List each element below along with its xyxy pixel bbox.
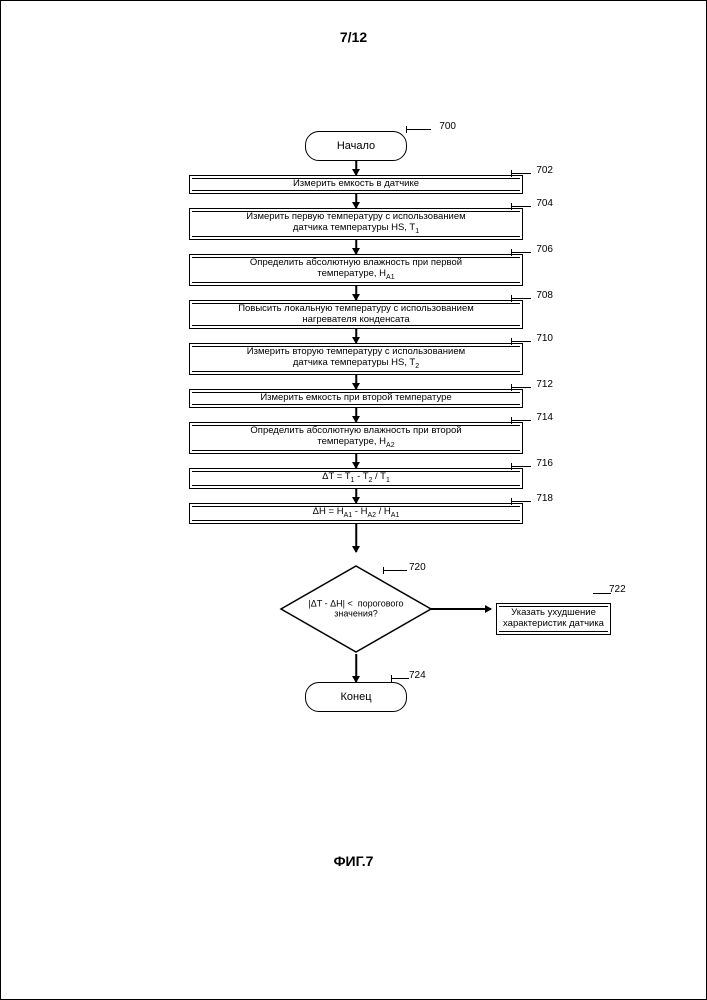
ref-line	[511, 501, 531, 502]
ref-label: 716	[536, 458, 553, 469]
arrow-icon	[141, 161, 571, 175]
ref-label: 702	[536, 165, 553, 176]
start-terminator: Начало	[305, 131, 407, 161]
ref-label: 712	[536, 379, 553, 390]
ref-line	[511, 341, 531, 342]
ref-line	[511, 298, 531, 299]
step-706: Определить абсолютную влажность при перв…	[141, 254, 571, 286]
step-text: Измерить первую температуру с использова…	[246, 211, 465, 233]
step-text: Определить абсолютную влажность при втор…	[250, 425, 461, 447]
arrow-icon	[141, 489, 571, 503]
arrow-icon	[141, 524, 571, 552]
ref-label: 718	[536, 493, 553, 504]
step-712: Измерить емкость при второй температуре …	[141, 389, 571, 408]
process-box: Определить абсолютную влажность при перв…	[189, 254, 523, 286]
process-box: Измерить емкость в датчике	[189, 175, 523, 194]
arrow-icon	[141, 286, 571, 300]
ref-722: 722	[609, 584, 626, 595]
process-box: Измерить емкость при второй температуре	[189, 389, 523, 408]
arrow-icon	[141, 194, 571, 208]
ref-line	[511, 466, 531, 467]
ref-label: 706	[536, 244, 553, 255]
page: 7/12 Начало 700 Измерить емкость в датчи…	[0, 0, 707, 1000]
side-box-722: Указать ухудшение характеристик датчика	[496, 603, 611, 635]
step-text: ΔH = HA1 - HA2 / HA1	[313, 506, 400, 517]
ref-720-line	[383, 570, 407, 571]
arrow-icon	[141, 375, 571, 389]
step-718: ΔH = HA1 - HA2 / HA1 718	[141, 503, 571, 524]
step-702: Измерить емкость в датчике 702	[141, 175, 571, 194]
process-box: Измерить вторую температуру с использова…	[189, 343, 523, 375]
ref-label: 704	[536, 198, 553, 209]
arrow-icon	[141, 654, 571, 682]
ref-line	[511, 173, 531, 174]
step-704: Измерить первую температуру с использова…	[141, 208, 571, 240]
step-text: Повысить локальную температуру с использ…	[238, 303, 474, 325]
ref-label: 708	[536, 290, 553, 301]
step-710: Измерить вторую температуру с использова…	[141, 343, 571, 375]
arrow-right-icon	[431, 608, 491, 610]
ref-700-line	[406, 129, 431, 130]
end-label: Конец	[340, 691, 371, 703]
figure-label: ФИГ.7	[1, 853, 706, 869]
ref-line	[511, 420, 531, 421]
decision-text: |ΔT - ΔH| < порогового значения?	[296, 599, 416, 620]
ref-720: 720	[409, 562, 426, 573]
step-714: Определить абсолютную влажность при втор…	[141, 422, 571, 454]
process-box: ΔT = T1 - T2 / T1	[189, 468, 523, 489]
process-box: Измерить первую температуру с использова…	[189, 208, 523, 240]
step-text: Измерить вторую температуру с использова…	[247, 346, 465, 368]
process-box: Определить абсолютную влажность при втор…	[189, 422, 523, 454]
ref-line	[511, 206, 531, 207]
ref-line	[511, 387, 531, 388]
page-number: 7/12	[1, 29, 706, 45]
arrow-icon	[141, 329, 571, 343]
step-text: Измерить емкость при второй температуре	[260, 392, 451, 403]
ref-724: 724	[409, 670, 426, 681]
arrow-icon	[141, 408, 571, 422]
side-box-text: Указать ухудшение характеристик датчика	[503, 607, 604, 629]
ref-724-line	[391, 678, 409, 679]
step-text: Измерить емкость в датчике	[293, 178, 419, 189]
step-708: Повысить локальную температуру с использ…	[141, 300, 571, 330]
arrow-icon	[141, 454, 571, 468]
ref-label: 710	[536, 333, 553, 344]
step-text: Определить абсолютную влажность при перв…	[250, 257, 462, 279]
process-box: ΔH = HA1 - HA2 / HA1	[189, 503, 523, 524]
process-box: Повысить локальную температуру с использ…	[189, 300, 523, 330]
start-label: Начало	[337, 140, 375, 152]
ref-label: 714	[536, 412, 553, 423]
ref-700: 700	[439, 121, 456, 132]
step-text: ΔT = T1 - T2 / T1	[322, 471, 390, 482]
ref-722-line	[593, 593, 611, 594]
start-node: Начало 700	[141, 131, 571, 161]
end-node: Конец 724	[141, 682, 571, 712]
end-terminator: Конец	[305, 682, 407, 712]
ref-line	[511, 252, 531, 253]
arrow-icon	[141, 240, 571, 254]
step-716: ΔT = T1 - T2 / T1 716	[141, 468, 571, 489]
